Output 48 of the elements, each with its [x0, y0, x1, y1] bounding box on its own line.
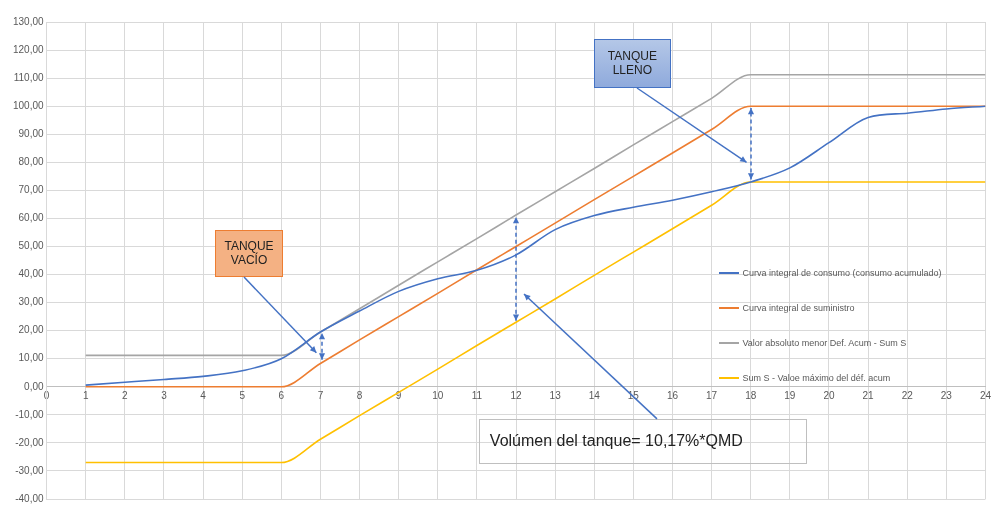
y-tick-label: 20,00 [18, 324, 45, 336]
y-tick-label: 130,00 [12, 15, 45, 27]
y-tick-label: 10,00 [18, 352, 45, 364]
x-tick-label: 18 [745, 389, 757, 401]
x-tick-label: 6 [278, 389, 285, 401]
x-tick-label: 21 [862, 389, 875, 401]
x-tick-label: 1 [82, 389, 89, 401]
x-tick-label: 17 [706, 389, 718, 401]
y-tick-label: 50,00 [18, 240, 45, 252]
y-tick-label: 100,00 [12, 99, 45, 111]
x-tick-label: 13 [549, 389, 562, 401]
legend-label: Curva integral de consumo (consumo acumulado) [742, 268, 942, 279]
y-tick-label: 90,00 [18, 127, 45, 139]
y-tick-label: 110,00 [13, 71, 45, 83]
x-tick-label: 5 [239, 389, 246, 401]
legend-label: Valor absoluto menor Def. Acum - Sum S [742, 337, 907, 348]
x-tick-label: 19 [784, 389, 796, 401]
y-tick-label: 80,00 [18, 156, 45, 168]
y-tick-label: -40,00 [15, 492, 45, 504]
x-tick-label: 10 [432, 389, 444, 401]
x-tick-label: 12 [510, 389, 523, 401]
legend-label: Curva integral de suministro [742, 303, 855, 314]
y-tick-label: 70,00 [18, 184, 45, 196]
annotation: Volúmen del tanque= 10,17%*QMD [478, 419, 808, 464]
y-tick-label: 40,00 [18, 268, 45, 280]
line-series [84, 73, 986, 357]
x-tick-label: 16 [666, 389, 679, 401]
y-tick-label: 120,00 [12, 43, 45, 55]
x-tick-label: 20 [823, 389, 835, 401]
legend-label: Sum S - Valoe máximo del déf. acum [742, 372, 891, 383]
y-tick-label: 60,00 [18, 212, 45, 224]
x-tick-label: 8 [356, 389, 363, 401]
x-tick-label: 2 [122, 389, 129, 401]
y-tick-label: 0,00 [24, 380, 45, 392]
annotation: TANQUE VACÍO [214, 229, 284, 278]
x-tick-label: 22 [901, 389, 914, 401]
annotation: TANQUE LLENO [594, 38, 671, 88]
x-tick-label: 3 [161, 389, 168, 401]
y-tick-label: -20,00 [15, 436, 45, 448]
y-tick-label: -10,00 [15, 408, 45, 420]
x-tick-label: 4 [200, 389, 207, 401]
x-tick-label: 14 [588, 389, 601, 401]
y-tick-label: 30,00 [18, 296, 45, 308]
x-tick-label: 7 [317, 389, 324, 401]
y-tick-label: -30,00 [15, 464, 45, 476]
x-tick-label: 24 [979, 389, 992, 401]
x-tick-label: 11 [471, 389, 483, 401]
x-tick-label: 23 [940, 389, 953, 401]
